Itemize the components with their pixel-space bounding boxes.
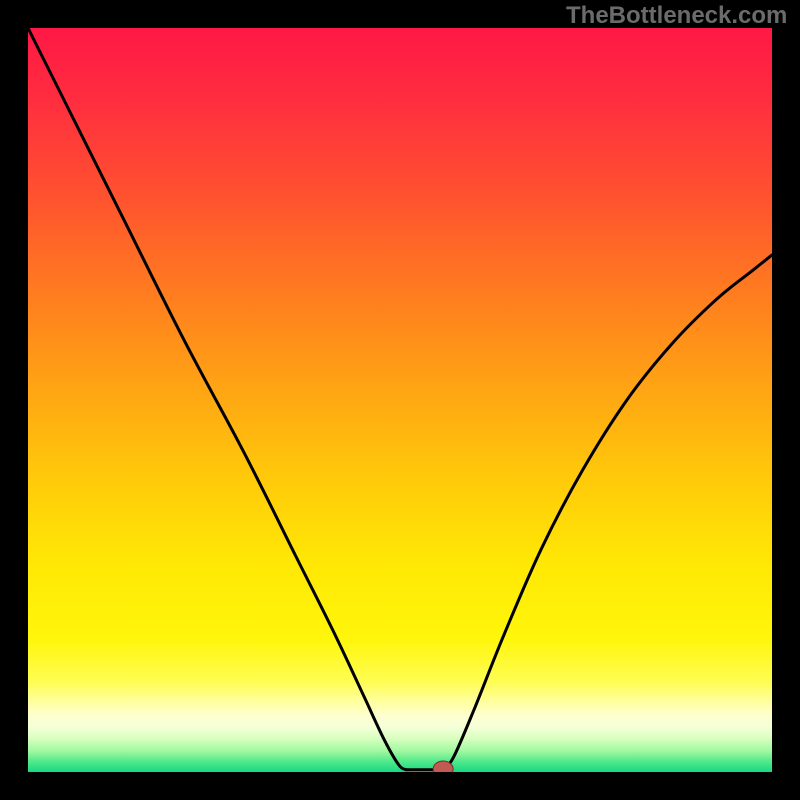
plot-area	[28, 28, 772, 772]
plot-svg	[28, 28, 772, 772]
gradient-background	[28, 28, 772, 772]
watermark-text: TheBottleneck.com	[566, 2, 787, 30]
